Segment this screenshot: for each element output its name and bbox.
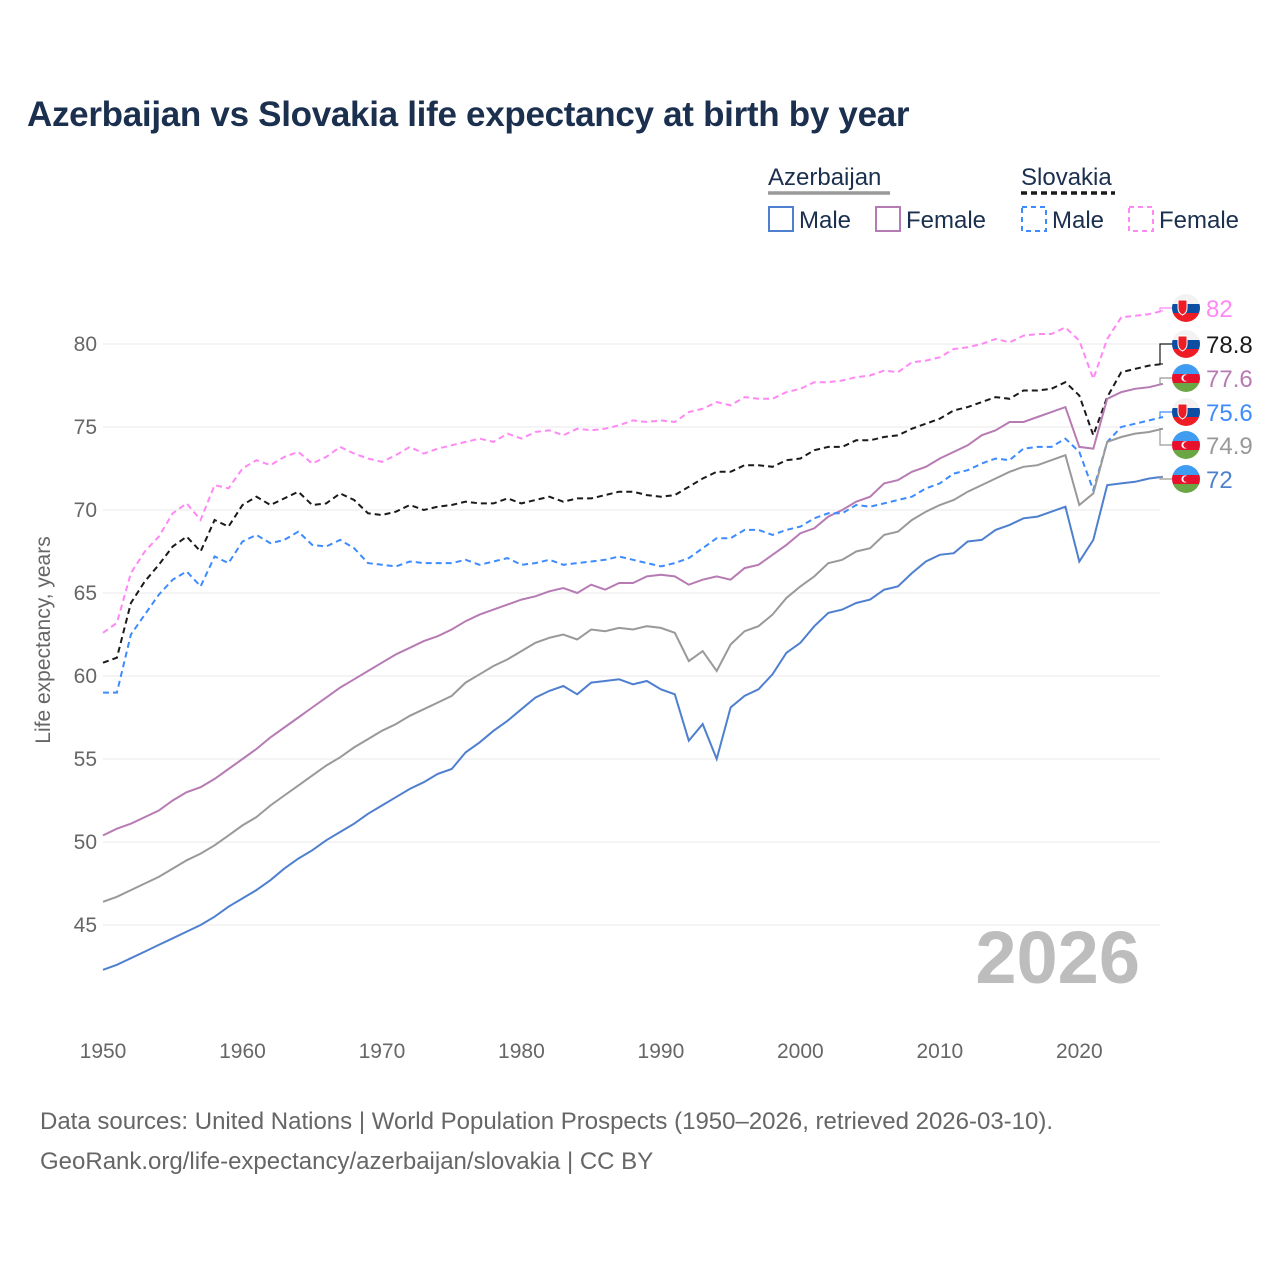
label-connector: [1159, 307, 1172, 312]
series-line-azerbaijan-female: [102, 382, 1164, 837]
label-connector: [1159, 343, 1172, 365]
x-tick-label: 1970: [359, 1040, 406, 1063]
azerbaijan-flag-icon: [1172, 364, 1200, 392]
y-axis-label: Life expectancy, years: [32, 536, 55, 743]
end-value-label: 75.6: [1206, 400, 1253, 427]
legend-swatch[interactable]: [1128, 206, 1154, 232]
legend-group-title: Slovakia: [1021, 164, 1112, 191]
slovakia-flag-icon: [1172, 398, 1200, 426]
x-tick-label: 2000: [777, 1040, 824, 1063]
series-line-slovakia-male: [103, 416, 1164, 694]
label-connector: [1159, 476, 1172, 480]
y-tick-label: 55: [74, 748, 97, 771]
x-tick-label: 2010: [916, 1040, 963, 1063]
legend-swatch[interactable]: [875, 206, 901, 232]
end-value-label: 82: [1206, 296, 1233, 323]
legend-swatch[interactable]: [768, 206, 794, 232]
y-tick-label: 70: [74, 499, 97, 522]
series-line-slovakia: [102, 362, 1164, 664]
legend-swatch[interactable]: [1021, 206, 1047, 232]
end-value-label: 77.6: [1206, 366, 1253, 393]
legend-item-label[interactable]: Male: [1052, 207, 1104, 234]
label-connector: [1159, 377, 1172, 385]
x-tick-label: 1990: [638, 1040, 685, 1063]
end-value-label: 74.9: [1206, 433, 1253, 460]
source-link[interactable]: GeoRank.org/life-expectancy/azerbaijan/s…: [40, 1148, 654, 1175]
y-tick-label: 60: [74, 665, 97, 688]
current-year-label: 2026: [975, 916, 1140, 999]
legend-group-title: Azerbaijan: [768, 164, 881, 191]
y-tick-label: 45: [74, 914, 97, 937]
end-value-label: 72: [1206, 467, 1233, 494]
slovakia-flag-icon: [1172, 294, 1200, 322]
x-tick-label: 1980: [498, 1040, 545, 1063]
y-tick-label: 75: [74, 416, 97, 439]
slovakia-flag-icon: [1172, 330, 1200, 358]
y-tick-label: 50: [74, 831, 97, 854]
source-text: Data sources: United Nations | World Pop…: [40, 1108, 1054, 1135]
x-tick-label: 2020: [1056, 1040, 1103, 1063]
end-value-label: 78.8: [1206, 332, 1253, 359]
series-line-azerbaijan-male: [102, 475, 1164, 971]
legend-item-label[interactable]: Male: [799, 207, 851, 234]
y-tick-label: 80: [74, 333, 97, 356]
azerbaijan-flag-icon: [1172, 431, 1200, 459]
label-connector: [1159, 428, 1172, 446]
legend-item-label[interactable]: Female: [1159, 207, 1239, 234]
x-tick-label: 1950: [80, 1040, 127, 1063]
x-tick-label: 1960: [219, 1040, 266, 1063]
y-tick-label: 65: [74, 582, 97, 605]
chart-title: Azerbaijan vs Slovakia life expectancy a…: [27, 95, 910, 134]
azerbaijan-flag-icon: [1172, 465, 1200, 493]
series-line-slovakia-female: [102, 309, 1164, 634]
label-connector: [1159, 411, 1172, 418]
series-line-azerbaijan: [102, 427, 1164, 903]
legend-item-label[interactable]: Female: [906, 207, 986, 234]
